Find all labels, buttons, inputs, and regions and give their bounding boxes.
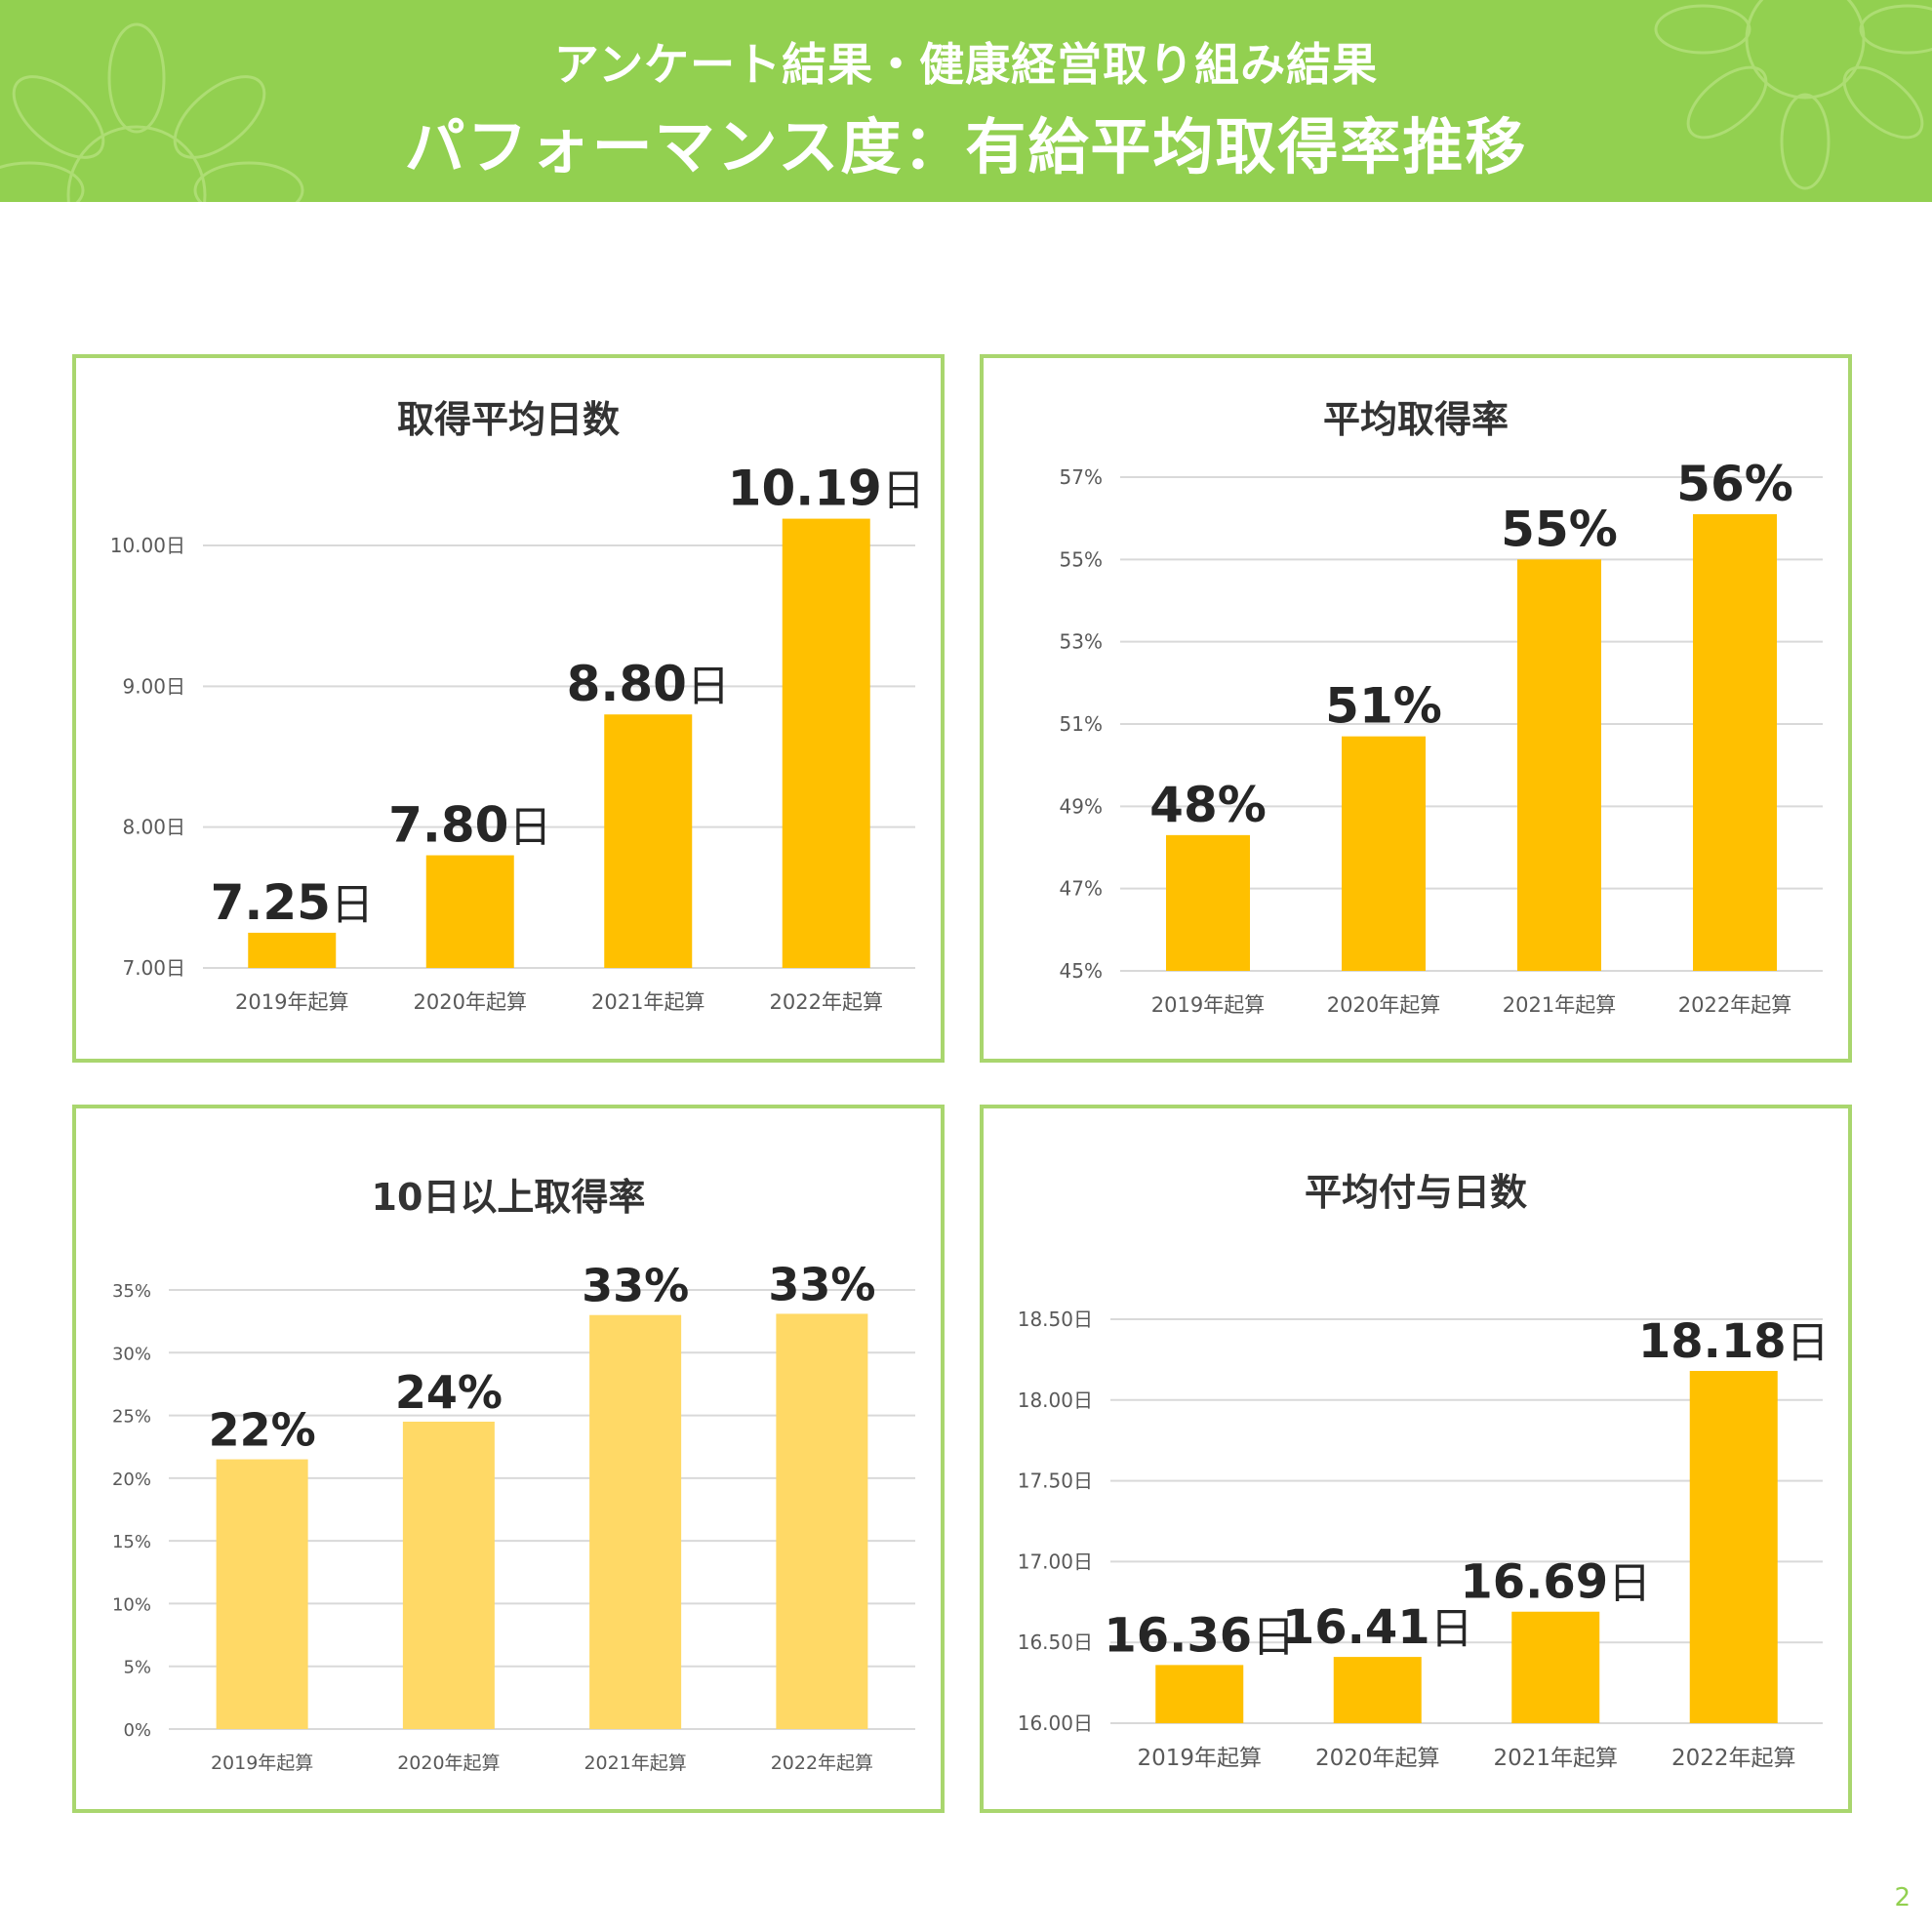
- sunflower-decoration-icon: [0, 0, 1932, 202]
- y-tick-label: 30%: [112, 1344, 151, 1364]
- bar: [782, 518, 870, 968]
- header-banner: アンケート結果・健康経営取り組み結果 パフォーマンス度：有給平均取得率推移: [0, 0, 1932, 202]
- data-label: 33%: [582, 1260, 689, 1312]
- chart-panel-granted-days: 平均付与日数 16.00日 16.50日 17.00日 17.50日 18.00日 18.…: [980, 1105, 1852, 1813]
- bar: [425, 855, 514, 968]
- x-category-label: 2020年起算: [1315, 1746, 1440, 1771]
- page-title: パフォーマンス度：有給平均取得率推移: [404, 111, 1528, 182]
- y-tick-label: 45%: [1060, 959, 1103, 983]
- y-tick-label: 25%: [112, 1407, 151, 1428]
- y-tick-label: 57%: [1060, 465, 1103, 489]
- x-category-label: 2020年起算: [414, 990, 527, 1014]
- bar: [604, 714, 693, 968]
- data-label: 18.18日: [1638, 1314, 1830, 1369]
- data-label: 22%: [209, 1404, 316, 1457]
- chart-title: 取得平均日数: [396, 398, 620, 441]
- y-tick-label: 47%: [1060, 877, 1103, 901]
- y-tick-label: 5%: [123, 1658, 151, 1678]
- data-label: 16.69日: [1460, 1555, 1651, 1610]
- bar: [1333, 1657, 1422, 1723]
- y-tick-label: 53%: [1060, 630, 1103, 654]
- bar-chart-over-10-days-rate: 0% 5% 10% 15% 20% 25% 30% 35% 2019年起算 22% 2020年起算 2…: [112, 1258, 915, 1774]
- y-tick-label: 10.00日: [110, 534, 185, 557]
- page-number: 2: [1894, 1883, 1911, 1912]
- data-label: 7.25日: [211, 874, 374, 931]
- data-label: 10.19日: [728, 461, 925, 517]
- y-tick-label: 0%: [123, 1720, 151, 1741]
- x-category-label: 2019年起算: [211, 1752, 313, 1774]
- data-label: 56%: [1676, 456, 1793, 512]
- x-category-label: 2022年起算: [1671, 1746, 1796, 1771]
- chart-title: 平均付与日数: [1304, 1171, 1527, 1214]
- data-label: 7.80日: [388, 797, 551, 854]
- chart-panel-average-days: 取得平均日数 7.00日 8.00日 9.00日 10.00日 2019年起算 7.25日…: [72, 354, 945, 1063]
- data-label: 8.80日: [567, 656, 730, 712]
- chart-title: 平均取得率: [1322, 398, 1509, 441]
- x-category-label: 2021年起算: [1493, 1746, 1618, 1771]
- bar: [1693, 513, 1777, 971]
- y-tick-label: 15%: [112, 1532, 151, 1552]
- y-tick-label: 7.00日: [122, 956, 185, 980]
- bar: [1342, 736, 1426, 971]
- data-label: 55%: [1501, 501, 1618, 557]
- y-tick-label: 49%: [1060, 794, 1103, 818]
- bar: [248, 932, 337, 968]
- x-category-label: 2021年起算: [1503, 993, 1616, 1017]
- y-tick-label: 10%: [112, 1594, 151, 1615]
- y-tick-label: 8.00日: [122, 816, 185, 839]
- bar: [216, 1459, 308, 1729]
- bar: [1155, 1665, 1244, 1723]
- y-tick-label: 16.50日: [1018, 1630, 1093, 1654]
- x-category-label: 2022年起算: [771, 1752, 873, 1774]
- header-subtitle: アンケート結果・健康経営取り組み結果: [553, 38, 1379, 91]
- y-tick-label: 16.00日: [1018, 1711, 1093, 1735]
- bar: [589, 1314, 682, 1729]
- data-label: 33%: [768, 1258, 875, 1310]
- bar: [1166, 834, 1250, 971]
- chart-panel-over-10-days-rate: 10日以上取得率 0% 5% 10% 15% 20% 25% 30% 35% 2019年起算 22…: [72, 1105, 945, 1813]
- y-tick-label: 18.50日: [1018, 1308, 1093, 1331]
- bar-chart-average-days: 7.00日 8.00日 9.00日 10.00日 2019年起算 7.25日 2020年起算…: [110, 461, 925, 1014]
- y-tick-label: 51%: [1060, 712, 1103, 736]
- y-tick-label: 9.00日: [122, 674, 185, 698]
- x-category-label: 2019年起算: [1151, 993, 1265, 1017]
- data-label: 16.41日: [1282, 1600, 1473, 1655]
- x-category-label: 2020年起算: [1327, 993, 1440, 1017]
- x-category-label: 2021年起算: [584, 1752, 686, 1774]
- bar-chart-acquisition-rate: 45% 47% 49% 51% 53% 55% 57% 2019年起算 48% 2020年起算 51…: [1060, 456, 1823, 1017]
- x-category-label: 2022年起算: [770, 990, 883, 1014]
- bar-chart-granted-days: 16.00日 16.50日 17.00日 17.50日 18.00日 18.50日 2019…: [1018, 1308, 1830, 1771]
- x-category-label: 2022年起算: [1678, 993, 1791, 1017]
- data-label: 48%: [1149, 777, 1267, 833]
- data-label: 24%: [395, 1366, 503, 1419]
- y-tick-label: 18.00日: [1018, 1389, 1093, 1412]
- data-label: 16.36日: [1104, 1608, 1295, 1663]
- x-category-label: 2019年起算: [1137, 1746, 1262, 1771]
- data-label: 51%: [1325, 678, 1442, 735]
- x-category-label: 2019年起算: [235, 990, 348, 1014]
- bar: [1511, 1611, 1600, 1723]
- chart-title: 10日以上取得率: [371, 1176, 646, 1219]
- bar: [1689, 1370, 1778, 1723]
- x-category-label: 2020年起算: [397, 1752, 500, 1774]
- x-category-label: 2021年起算: [591, 990, 704, 1014]
- y-tick-label: 55%: [1060, 547, 1103, 571]
- bar: [776, 1313, 868, 1729]
- y-tick-label: 17.50日: [1018, 1469, 1093, 1493]
- bar: [402, 1422, 495, 1729]
- bar: [1517, 559, 1601, 971]
- chart-panel-acquisition-rate: 平均取得率 45% 47% 49% 51% 53% 55% 57% 2019年起算 48% 202…: [980, 354, 1852, 1063]
- y-tick-label: 20%: [112, 1469, 151, 1490]
- y-tick-label: 17.00日: [1018, 1550, 1093, 1573]
- y-tick-label: 35%: [112, 1281, 151, 1302]
